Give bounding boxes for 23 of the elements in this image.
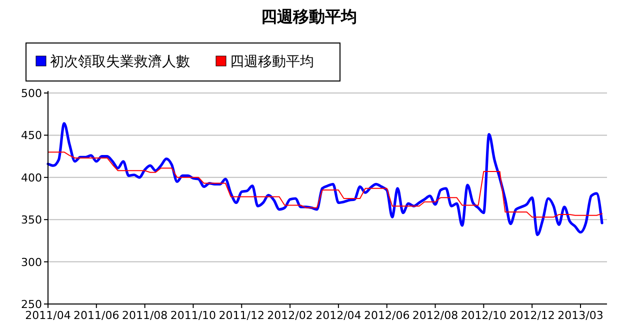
x-tick-label: 2011/04	[25, 309, 71, 322]
y-tick-label: 450	[21, 129, 42, 142]
x-tick-label: 2011/10	[170, 309, 216, 322]
chart-title: 四週移動平均	[261, 7, 357, 26]
x-tick-label: 2011/06	[74, 309, 120, 322]
y-tick-label: 500	[21, 87, 42, 100]
x-tick-label: 2011/08	[122, 309, 168, 322]
y-tick-label: 250	[21, 298, 42, 311]
x-tick-label: 2012/12	[509, 309, 555, 322]
y-tick-label: 350	[21, 214, 42, 227]
legend-label: 四週移動平均	[230, 54, 314, 70]
line-series	[46, 122, 604, 236]
line-series	[48, 152, 602, 218]
legend-label: 初次領取失業救濟人數	[50, 54, 190, 70]
x-tick-label: 2013/03	[558, 309, 604, 322]
x-tick-label: 2012/02	[267, 309, 313, 322]
x-tick-label: 2012/08	[412, 309, 458, 322]
x-tick-label: 2012/06	[364, 309, 410, 322]
y-tick-label: 300	[21, 256, 42, 269]
x-tick-label: 2011/12	[218, 309, 264, 322]
y-tick-label: 400	[21, 171, 42, 184]
x-tick-label: 2012/10	[460, 309, 507, 322]
x-tick-label: 2012/04	[316, 309, 362, 322]
